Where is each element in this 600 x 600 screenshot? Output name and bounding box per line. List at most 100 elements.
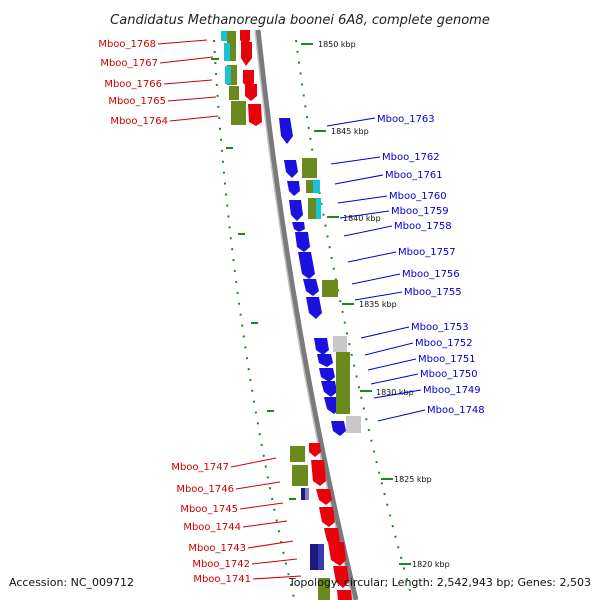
gene-label[interactable]: Mboo_1757 (398, 247, 456, 258)
cog-boxes-right (302, 158, 361, 433)
cog-boxes-bottom (290, 446, 330, 600)
gene-label[interactable]: Mboo_1764 (110, 116, 168, 127)
reverse-gene[interactable] (279, 118, 293, 144)
forward-gene[interactable] (241, 42, 252, 66)
cog-box (229, 86, 239, 100)
tick-label: 1835 kbp (359, 300, 397, 309)
forward-gene[interactable] (245, 84, 257, 101)
gene-label[interactable]: Mboo_1758 (394, 221, 452, 232)
cog-box (227, 31, 236, 61)
reverse-gene[interactable] (314, 338, 329, 355)
cog-box (318, 578, 330, 600)
left-label-connectors (157, 39, 302, 580)
forward-gene[interactable] (324, 528, 340, 546)
gene-label[interactable]: Mboo_1744 (183, 522, 241, 533)
gene-label[interactable]: Mboo_1759 (391, 206, 449, 217)
genome-backbone (255, 29, 359, 600)
cog-box (224, 43, 230, 61)
gene-label[interactable]: Mboo_1743 (188, 543, 246, 554)
forward-gene[interactable] (337, 590, 352, 600)
reverse-gene[interactable] (321, 381, 337, 397)
cog-box (336, 352, 350, 414)
gene-label[interactable]: Mboo_1746 (176, 484, 234, 495)
forward-gene[interactable] (328, 542, 346, 566)
forward-gene[interactable] (311, 460, 326, 486)
tick-label: 1820 kbp (412, 560, 450, 569)
reverse-gene[interactable] (319, 368, 335, 382)
reverse-gene[interactable] (317, 354, 333, 367)
forward-gene[interactable] (243, 70, 254, 88)
scale-ticks (301, 43, 411, 565)
gene-label[interactable]: Mboo_1756 (402, 269, 460, 280)
reverse-gene[interactable] (289, 200, 303, 221)
gene-label[interactable]: Mboo_1767 (100, 58, 158, 69)
cog-box (306, 180, 314, 193)
map-title: Candidatus Methanoregula boonei 6A8, com… (110, 13, 490, 28)
gene-label[interactable]: Mboo_1752 (415, 338, 473, 349)
tick-label: 1830 kbp (376, 388, 414, 397)
reverse-gene[interactable] (331, 421, 346, 436)
forward-genes-bottom (309, 443, 352, 600)
gene-label[interactable]: Mboo_1742 (192, 559, 250, 570)
cog-box (322, 280, 338, 297)
cog-box (231, 101, 246, 125)
gene-label[interactable]: Mboo_1766 (104, 79, 162, 90)
forward-genes-top (240, 30, 262, 126)
tick-label: 1840 kbp (343, 214, 381, 223)
inner-scale-dashes (211, 58, 296, 500)
gene-label[interactable]: Mboo_1748 (427, 405, 485, 416)
reverse-gene[interactable] (303, 279, 319, 296)
cog-box (346, 416, 361, 433)
reverse-gene[interactable] (306, 297, 322, 319)
gene-label[interactable]: Mboo_1741 (193, 574, 251, 585)
cog-box (305, 488, 309, 500)
cog-box (221, 31, 227, 41)
cog-box (301, 488, 305, 500)
right-gene-labels: Mboo_1763 Mboo_1762 Mboo_1761 Mboo_1760 … (377, 114, 485, 416)
gene-label[interactable]: Mboo_1755 (404, 287, 462, 298)
gene-label[interactable]: Mboo_1747 (171, 462, 229, 473)
cog-box (333, 336, 347, 352)
gene-label[interactable]: Mboo_1765 (108, 96, 166, 107)
cog-box (308, 198, 317, 219)
forward-gene[interactable] (309, 443, 321, 457)
tick-label: 1825 kbp (394, 475, 432, 484)
tick-label: 1850 kbp (318, 40, 356, 49)
cog-box (227, 65, 237, 85)
genome-backbone-highlight (254, 29, 354, 600)
tick-label: 1845 kbp (331, 127, 369, 136)
reverse-genes (279, 118, 346, 436)
reverse-gene[interactable] (298, 252, 315, 279)
right-label-connectors (326, 117, 426, 422)
reverse-gene[interactable] (287, 181, 300, 196)
topology-text: Topology: circular; Length: 2,542,943 bp… (288, 576, 591, 589)
forward-gene[interactable] (333, 566, 349, 588)
reverse-gene[interactable] (292, 222, 305, 232)
gene-label[interactable]: Mboo_1761 (385, 170, 443, 181)
gene-label[interactable]: Mboo_1760 (389, 191, 447, 202)
accession-text: Accession: NC_009712 (9, 576, 134, 589)
gene-label[interactable]: Mboo_1749 (423, 385, 481, 396)
reverse-gene[interactable] (295, 232, 310, 252)
gene-label[interactable]: Mboo_1751 (418, 354, 476, 365)
cog-boxes-top (221, 31, 246, 125)
gene-label[interactable]: Mboo_1762 (382, 152, 440, 163)
cog-box (302, 158, 317, 178)
cog-box (310, 544, 318, 570)
gene-label[interactable]: Mboo_1750 (420, 369, 478, 380)
reverse-gene[interactable] (284, 160, 298, 178)
forward-gene[interactable] (248, 104, 262, 126)
scale-tick-labels: 1850 kbp 1845 kbp 1840 kbp 1835 kbp 1830… (318, 40, 450, 569)
gene-label[interactable]: Mboo_1763 (377, 114, 435, 125)
cog-box (318, 544, 324, 570)
forward-gene[interactable] (316, 489, 332, 505)
gene-label[interactable]: Mboo_1753 (411, 322, 469, 333)
cog-box (290, 446, 305, 462)
cog-box (292, 465, 308, 486)
forward-gene[interactable] (319, 507, 335, 527)
gene-label[interactable]: Mboo_1768 (98, 39, 156, 50)
gene-label[interactable]: Mboo_1745 (180, 504, 238, 515)
outer-dotted-arc (295, 39, 413, 599)
